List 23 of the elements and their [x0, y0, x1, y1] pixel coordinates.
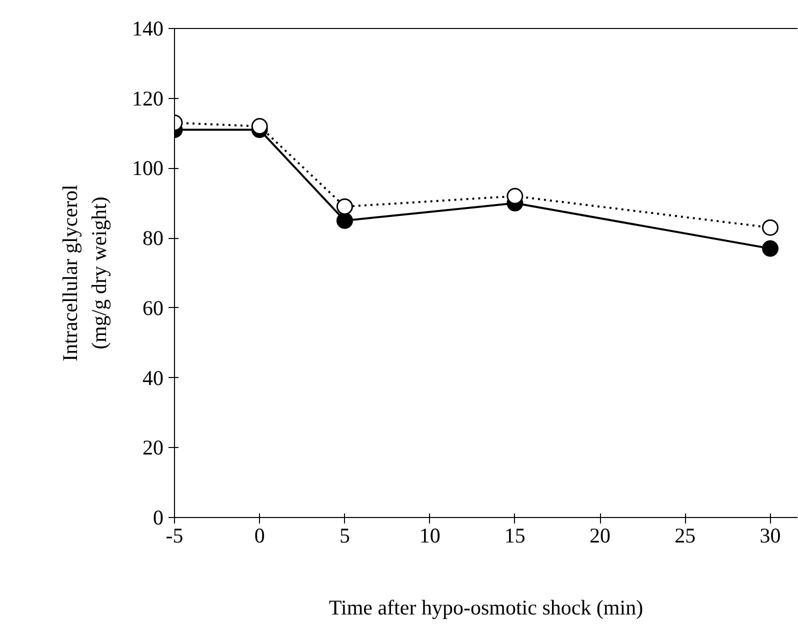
point: [762, 240, 779, 257]
y-tick-label: 120: [132, 86, 164, 110]
y-tick-label: 40: [142, 366, 164, 390]
y-tick-label: 140: [132, 16, 164, 40]
x-tick-label: 0: [254, 524, 265, 548]
point: [336, 212, 353, 229]
point: [762, 219, 779, 236]
x-tick-label: 15: [504, 524, 526, 548]
y-tick-label: 80: [142, 226, 164, 250]
x-tick-label: 10: [419, 524, 440, 548]
y-axis-title: Intracellular glycerol (mg/g dry weight): [58, 184, 111, 362]
x-tick-label: -5: [166, 524, 184, 548]
y-tick-label: 100: [132, 156, 164, 180]
x-tick-label: 5: [339, 524, 350, 548]
x-tick-label: 25: [674, 524, 696, 548]
y-tick-label: 20: [142, 436, 164, 460]
x-tick-label: 30: [760, 524, 781, 548]
y-tick-label: 60: [142, 296, 164, 320]
y-tick-label: 0: [153, 506, 164, 530]
x-tick-label: 20: [590, 524, 611, 548]
point: [506, 188, 524, 204]
point: [251, 118, 268, 135]
x-axis-title: Time after hypo-osmotic shock (min): [328, 596, 644, 620]
